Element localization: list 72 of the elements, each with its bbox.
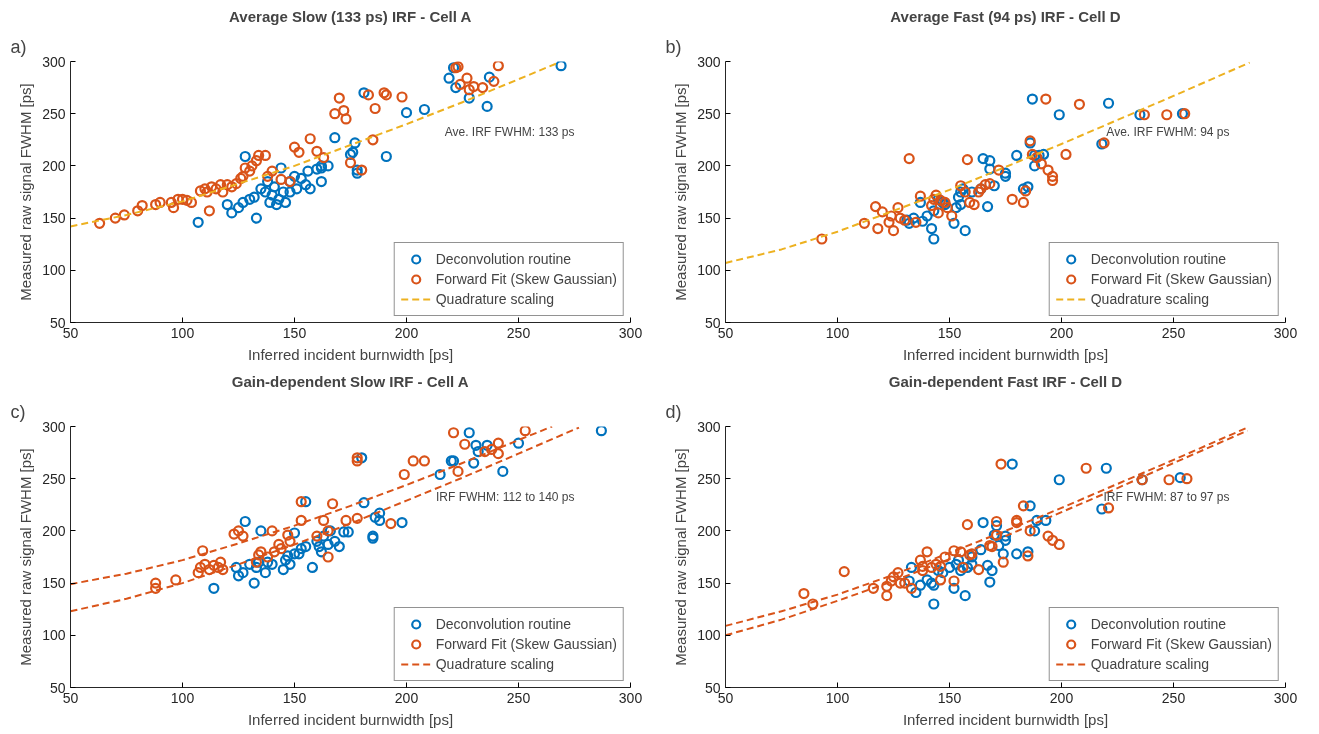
y-axis-title: Measured raw signal FWHM [ps] (17, 448, 35, 666)
x-tick-label: 250 (506, 689, 531, 706)
x-axis-title: Inferred incident burnwidth [ps] (247, 710, 454, 728)
x-tick-label: 100 (170, 689, 195, 706)
annotation: Ave. IRF FWHM: 94 ps (1106, 124, 1230, 139)
legend-label: Forward Fit (Skew Gaussian) (1090, 271, 1272, 287)
y-tick-label: 250 (42, 105, 66, 122)
x-tick-label: 200 (1049, 689, 1074, 706)
legend-label: Quadrature scaling (435, 291, 555, 307)
x-axis-title: Inferred incident burnwidth [ps] (247, 345, 454, 363)
y-tick-label: 300 (697, 418, 721, 435)
y-axis-title: Measured raw signal FWHM [ps] (672, 83, 690, 301)
y-tick-label: 200 (42, 522, 66, 539)
legend-label: Forward Fit (Skew Gaussian) (435, 636, 617, 652)
annotation: Ave. IRF FWHM: 133 ps (444, 124, 575, 139)
x-tick-label: 250 (1161, 324, 1186, 341)
x-tick-label: 300 (618, 689, 643, 706)
x-tick-label: 100 (170, 324, 195, 341)
x-tick-label: 200 (1049, 324, 1074, 341)
legend-label: Deconvolution routine (1090, 251, 1227, 267)
legend-label: Forward Fit (Skew Gaussian) (1090, 636, 1272, 652)
y-axis-title: Measured raw signal FWHM [ps] (672, 448, 690, 666)
x-tick-label: 150 (282, 689, 307, 706)
y-tick-label: 300 (697, 53, 721, 70)
chart-title: Gain-dependent Slow IRF - Cell A (231, 372, 469, 390)
y-tick-label: 250 (42, 470, 66, 487)
text: d) (665, 401, 682, 422)
y-tick-label: 150 (42, 210, 66, 227)
x-tick-label: 200 (394, 689, 419, 706)
x-axis-title: Inferred incident burnwidth [ps] (902, 710, 1109, 728)
x-tick-label: 150 (937, 324, 962, 341)
text: a) (10, 36, 27, 57)
chart-title: Gain-dependent Fast IRF - Cell D (888, 372, 1123, 390)
y-tick-label: 100 (42, 262, 66, 279)
legend-label: Forward Fit (Skew Gaussian) (435, 271, 617, 287)
chart-title: Average Slow (133 ps) IRF - Cell A (229, 7, 472, 25)
y-tick-label: 100 (697, 627, 721, 644)
x-tick-label: 150 (937, 689, 962, 706)
legend-label: Quadrature scaling (1090, 291, 1210, 307)
y-tick-label: 200 (42, 157, 66, 174)
y-tick-label: 300 (42, 418, 66, 435)
y-axis-title: Measured raw signal FWHM [ps] (17, 83, 35, 301)
x-tick-label: 100 (825, 689, 850, 706)
x-tick-label: 300 (618, 324, 643, 341)
y-tick-label: 200 (697, 522, 721, 539)
chart-title: Average Fast (94 ps) IRF - Cell D (890, 7, 1121, 25)
y-tick-label: 250 (697, 470, 721, 487)
legend-label: Deconvolution routine (435, 616, 572, 632)
legend-label: Quadrature scaling (435, 656, 555, 672)
x-tick-label: 300 (1273, 689, 1298, 706)
y-tick-label: 300 (42, 53, 66, 70)
x-tick-label: 250 (506, 324, 531, 341)
y-tick-label: 250 (697, 105, 721, 122)
y-tick-label: 200 (697, 157, 721, 174)
x-tick-label: 300 (1273, 324, 1298, 341)
y-tick-label: 100 (42, 627, 66, 644)
text: c) (10, 401, 26, 422)
annotation: IRF FWHM: 87 to 97 ps (1103, 489, 1230, 504)
x-axis-title: Inferred incident burnwidth [ps] (902, 345, 1109, 363)
y-tick-label: 150 (42, 575, 66, 592)
y-tick-label: 150 (697, 575, 721, 592)
x-tick-label: 200 (394, 324, 419, 341)
legend-label: Deconvolution routine (435, 251, 572, 267)
x-tick-label: 100 (825, 324, 850, 341)
y-tick-label: 100 (697, 262, 721, 279)
y-tick-label: 150 (697, 210, 721, 227)
text: b) (665, 36, 682, 57)
annotation: IRF FWHM: 112 to 140 ps (436, 489, 575, 504)
legend-label: Deconvolution routine (1090, 616, 1227, 632)
x-tick-label: 250 (1161, 689, 1186, 706)
legend-label: Quadrature scaling (1090, 656, 1210, 672)
x-tick-label: 150 (282, 324, 307, 341)
